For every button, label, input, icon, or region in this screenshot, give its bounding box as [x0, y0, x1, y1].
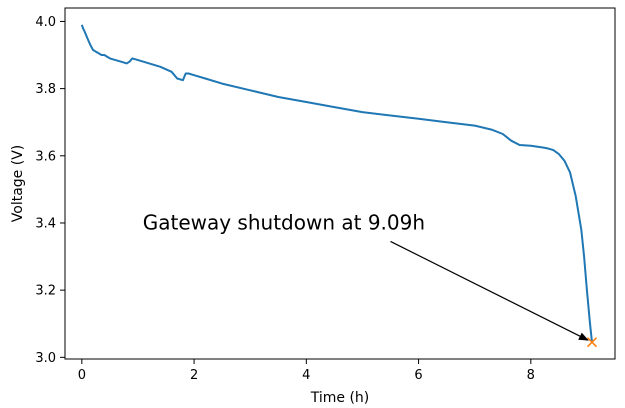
x-tick-label: 6: [414, 368, 422, 383]
y-tick-label: 3.8: [35, 82, 56, 97]
x-tick-label: 4: [302, 368, 310, 383]
y-axis-label: Voltage (V): [10, 145, 26, 222]
shutdown-marker: [586, 337, 598, 348]
y-tick-label: 3.2: [35, 284, 56, 299]
x-tick-label: 2: [190, 368, 198, 383]
y-tick-label: 3.4: [35, 216, 56, 231]
y-axis: 3.0 3.2 3.4 3.6 3.8 4.0: [35, 15, 65, 366]
y-tick-label: 3.0: [35, 351, 56, 366]
voltage-line: [80, 24, 593, 343]
x-axis-label: Time (h): [310, 390, 370, 406]
annotation-text: Gateway shutdown at 9.09h: [143, 211, 425, 235]
x-tick-label: 8: [527, 368, 535, 383]
y-tick-label: 3.6: [35, 149, 56, 164]
marker-stroke: [586, 337, 598, 348]
y-tick-label: 4.0: [35, 15, 56, 30]
annotation-arrow: [390, 240, 589, 341]
x-tick-label: 0: [78, 368, 86, 383]
plot-area: [64, 7, 616, 360]
x-axis: 0 2 4 6 8: [78, 359, 535, 383]
